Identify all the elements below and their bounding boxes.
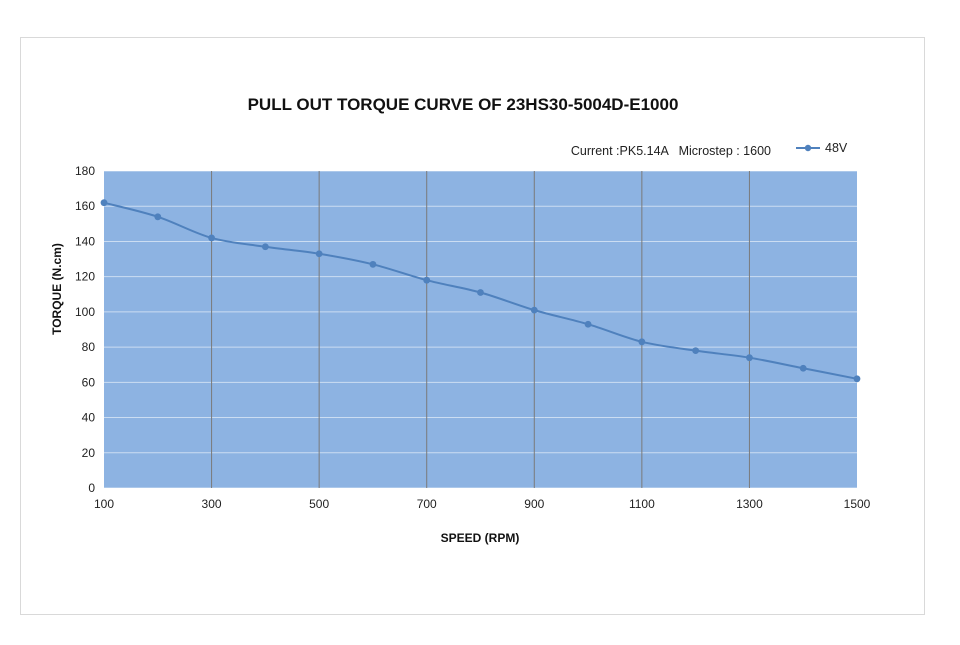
- x-tick-label: 500: [309, 497, 329, 511]
- x-axis-ticks: 100 300 500 700 900 1100 1300 1500: [94, 497, 871, 511]
- data-point: [261, 243, 269, 251]
- data-point: [477, 289, 484, 296]
- legend-marker: [804, 144, 812, 152]
- data-point: [746, 354, 753, 362]
- data-point: [530, 306, 538, 314]
- data-point: [638, 338, 646, 346]
- plot-area: [104, 171, 857, 488]
- data-point: [853, 375, 861, 383]
- x-tick-label: 900: [524, 497, 544, 511]
- data-point: [692, 347, 700, 355]
- x-tick-label: 100: [94, 497, 114, 511]
- y-axis-title: TORQUE (N.cm): [50, 243, 64, 335]
- vertical-gridlines: [211, 171, 750, 488]
- y-tick-label: 180: [75, 164, 95, 178]
- y-tick-label: 60: [82, 375, 96, 389]
- y-tick-label: 40: [82, 411, 96, 425]
- data-point: [423, 276, 431, 284]
- y-axis-ticks: 0 20 40 60 80 100 120 140 160 180: [75, 164, 95, 495]
- data-point: [369, 260, 377, 268]
- x-tick-label: 1100: [629, 497, 655, 511]
- y-tick-label: 120: [75, 270, 95, 284]
- x-axis-title: SPEED (RPM): [441, 531, 520, 545]
- x-tick-label: 1500: [844, 497, 871, 511]
- data-point: [208, 234, 215, 242]
- series-48v: [100, 199, 861, 383]
- legend-label: 48V: [825, 141, 848, 155]
- y-tick-label: 140: [75, 234, 95, 248]
- data-point: [584, 320, 592, 328]
- x-tick-label: 700: [417, 497, 437, 511]
- chart-subtitle: Current :PK5.14A Microstep : 1600: [571, 144, 771, 158]
- y-tick-label: 0: [88, 481, 95, 495]
- data-point: [154, 213, 162, 221]
- y-tick-label: 100: [75, 305, 95, 319]
- y-tick-label: 20: [82, 446, 96, 460]
- legend: 48V: [796, 141, 848, 155]
- y-tick-label: 160: [75, 199, 95, 213]
- data-point: [315, 250, 323, 258]
- data-point: [799, 364, 807, 372]
- data-point: [100, 199, 108, 207]
- x-tick-label: 300: [202, 497, 222, 511]
- chart-title: PULL OUT TORQUE CURVE OF 23HS30-5004D-E1…: [248, 95, 679, 114]
- y-tick-label: 80: [82, 340, 96, 354]
- x-tick-label: 1300: [736, 497, 763, 511]
